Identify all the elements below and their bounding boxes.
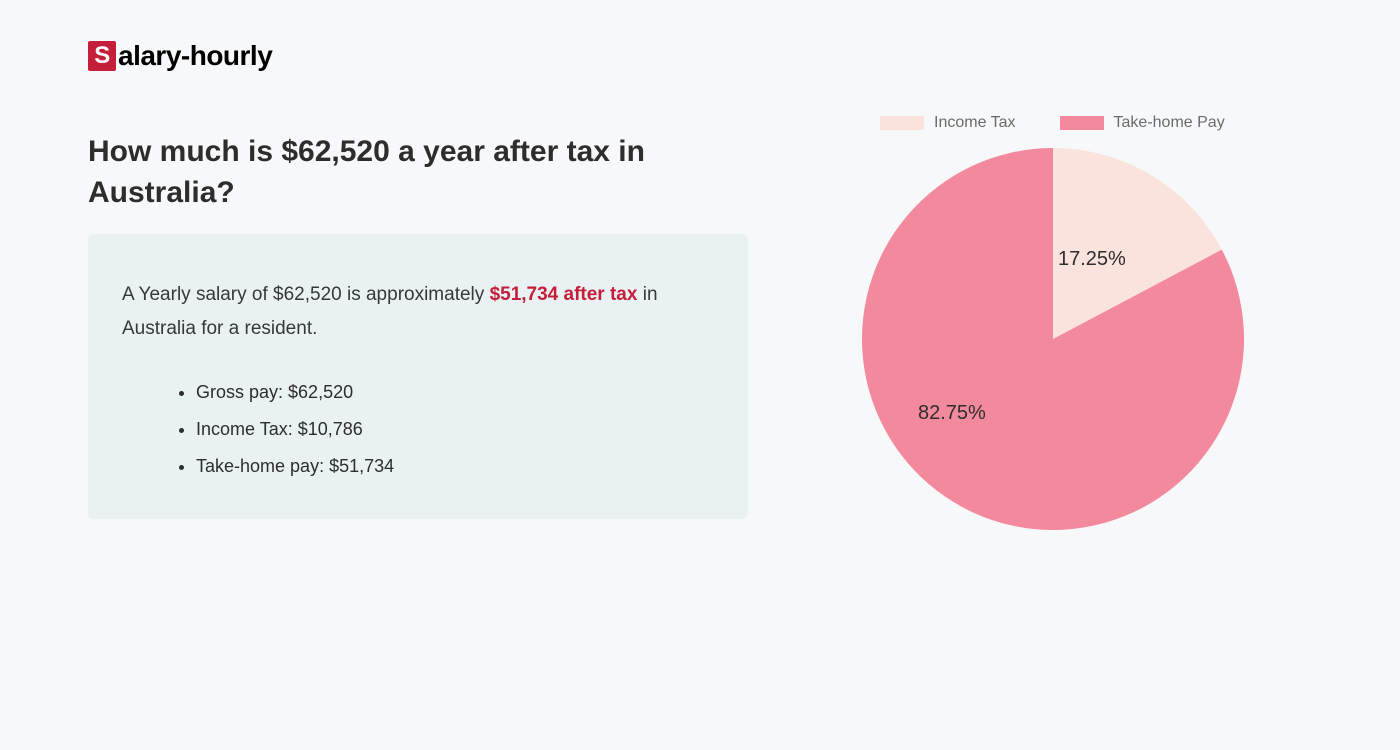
chart-legend: Income Tax Take-home Pay bbox=[880, 114, 1225, 132]
slice-label-income-tax: 17.25% bbox=[1058, 248, 1126, 271]
legend-label: Take-home Pay bbox=[1114, 114, 1225, 131]
legend-swatch-income-tax bbox=[880, 116, 924, 130]
summary-text: A Yearly salary of $62,520 is approximat… bbox=[122, 278, 714, 346]
summary-prefix: A Yearly salary of $62,520 is approximat… bbox=[122, 284, 490, 305]
legend-item: Take-home Pay bbox=[1060, 114, 1225, 132]
logo-initial: S bbox=[88, 41, 116, 71]
page-title: How much is $62,520 a year after tax in … bbox=[88, 132, 728, 213]
logo-text: alary-hourly bbox=[118, 40, 272, 72]
pie-chart: 17.25% 82.75% bbox=[862, 148, 1244, 530]
legend-item: Income Tax bbox=[880, 114, 1016, 132]
breakdown-list: Gross pay: $62,520 Income Tax: $10,786 T… bbox=[122, 374, 714, 485]
list-item: Gross pay: $62,520 bbox=[196, 374, 714, 411]
pie-svg bbox=[862, 148, 1244, 530]
legend-swatch-take-home bbox=[1060, 116, 1104, 130]
list-item: Income Tax: $10,786 bbox=[196, 411, 714, 448]
legend-label: Income Tax bbox=[934, 114, 1016, 131]
site-logo: Salary-hourly bbox=[88, 40, 272, 72]
summary-highlight: $51,734 after tax bbox=[490, 284, 638, 305]
list-item: Take-home pay: $51,734 bbox=[196, 448, 714, 485]
summary-box: A Yearly salary of $62,520 is approximat… bbox=[88, 234, 748, 519]
slice-label-take-home: 82.75% bbox=[918, 402, 986, 425]
